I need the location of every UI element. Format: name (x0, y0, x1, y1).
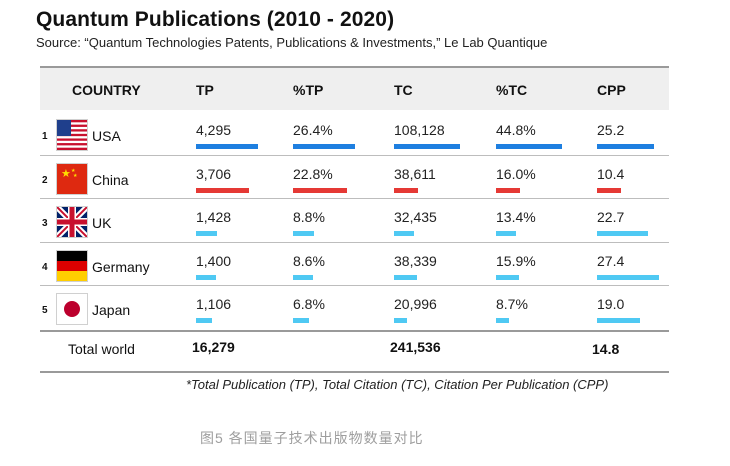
tp-value: 3,706 (196, 165, 232, 182)
tp-value: 1,428 (196, 209, 232, 225)
tp-bar (196, 231, 217, 236)
country-name: Germany (92, 258, 150, 275)
tp-value: 4,295 (196, 122, 232, 138)
header-ptc: %TC (496, 82, 528, 98)
rank-number: 4 (42, 261, 48, 273)
ptc-bar (496, 318, 509, 323)
figure-caption: 图5 各国量子技术出版物数量对比 (200, 430, 424, 446)
tp-bar (196, 187, 249, 193)
tc-bar (394, 144, 460, 149)
usa-flag-icon (56, 119, 88, 151)
country-name: UK (92, 215, 112, 231)
tc-bar (394, 231, 414, 236)
total-tc-value: 241,536 (390, 339, 441, 355)
cpp-bar (597, 274, 659, 280)
chart-title: Quantum Publications (2010 - 2020) (36, 8, 395, 31)
table-header-background (40, 68, 669, 110)
total-world-label: Total world (68, 341, 135, 357)
tc-value: 38,339 (394, 252, 437, 269)
uk-flag-icon (56, 206, 88, 238)
tp-bar (196, 318, 212, 323)
cpp-value: 22.7 (597, 209, 625, 225)
row-separator (40, 198, 669, 199)
tc-value: 32,435 (394, 209, 437, 225)
tp-value: 1,400 (196, 252, 232, 269)
ptc-value: 15.9% (496, 252, 536, 269)
tc-value: 108,128 (394, 122, 445, 138)
tp-bar (196, 144, 258, 149)
rank-number: 1 (42, 131, 48, 142)
ptc-bar (496, 144, 562, 149)
total-tp-value: 16,279 (192, 339, 235, 355)
tc-bar (394, 318, 407, 323)
svg-text:★: ★ (73, 173, 78, 179)
row-separator (40, 154, 669, 156)
tc-value: 20,996 (394, 296, 437, 312)
chart-source: Source: “Quantum Technologies Patents, P… (36, 35, 548, 50)
tc-bar (394, 187, 418, 193)
china-flag-icon: ★ ★ ★ (56, 162, 88, 195)
ptc-bar (496, 231, 516, 236)
ptc-value: 13.4% (496, 209, 536, 225)
cpp-bar (597, 318, 640, 323)
cpp-bar (597, 187, 621, 193)
ptp-value: 6.8% (293, 296, 325, 312)
ptc-value: 44.8% (496, 122, 536, 138)
ptc-bar (496, 274, 519, 280)
country-name: Japan (92, 302, 131, 318)
cpp-bar (597, 144, 654, 149)
header-tc: TC (394, 82, 413, 98)
row-separator (40, 285, 669, 286)
cpp-bar (597, 231, 648, 236)
svg-text:★: ★ (71, 168, 76, 174)
germany-flag-icon (56, 249, 88, 282)
ptc-value: 8.7% (496, 296, 528, 312)
svg-text:★: ★ (61, 167, 71, 180)
ptp-bar (293, 187, 347, 193)
rank-number: 3 (42, 218, 48, 229)
cpp-value: 25.2 (597, 122, 625, 138)
ptp-bar (293, 318, 309, 323)
ptp-value: 8.8% (293, 209, 325, 225)
ptp-bar (293, 274, 313, 280)
tc-value: 38,611 (394, 165, 436, 182)
total-separator (40, 330, 669, 332)
ptc-bar (496, 187, 520, 193)
rank-number: 2 (42, 174, 48, 186)
country-name: China (92, 171, 129, 188)
ptp-value: 26.4% (293, 122, 333, 138)
tp-bar (196, 274, 216, 280)
ptp-value: 22.8% (293, 165, 333, 182)
ptp-bar (293, 144, 355, 149)
country-name: USA (92, 128, 121, 144)
header-country: COUNTRY (72, 82, 141, 98)
cpp-value: 10.4 (597, 165, 625, 182)
cpp-value: 19.0 (597, 296, 625, 312)
header-cpp: CPP (597, 82, 626, 98)
ptp-bar (293, 231, 314, 236)
ptc-value: 16.0% (496, 165, 536, 182)
publications-table: COUNTRY TP %TP TC %TC CPP 1 USA 4,295 26.4%… (40, 66, 669, 373)
ptp-value: 8.6% (293, 252, 325, 269)
header-tp: TP (196, 82, 214, 98)
rank-number: 5 (42, 305, 48, 316)
total-cpp-value: 14.8 (592, 341, 620, 357)
footnote: *Total Publication (TP), Total Citation … (186, 377, 609, 392)
cpp-value: 27.4 (597, 252, 625, 269)
row-separator (40, 241, 669, 243)
japan-flag-icon (56, 293, 88, 325)
header-ptp: %TP (293, 82, 324, 98)
tc-bar (394, 274, 417, 280)
tp-value: 1,106 (196, 296, 232, 312)
